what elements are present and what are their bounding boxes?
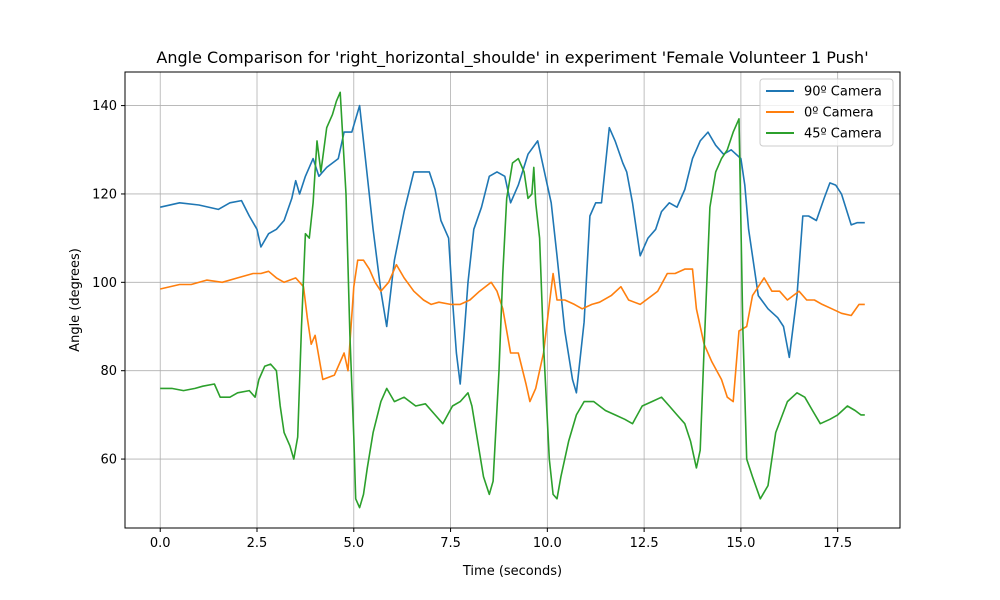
plot-frame (124, 71, 901, 529)
y-tick-label: 80 (100, 364, 117, 379)
y-axis-label: Angle (degrees) (68, 248, 83, 352)
x-tick-label: 7.5 (440, 536, 461, 551)
legend-label-2: 45º Camera (804, 127, 882, 142)
x-tick-label: 2.5 (247, 536, 268, 551)
legend-label-0: 90º Camera (804, 85, 882, 100)
series-line-1 (160, 259, 865, 403)
x-tick-label: 15.0 (726, 536, 755, 551)
y-tick-label: 100 (92, 276, 117, 291)
legend: 90º Camera 0º Camera 45º Camera (759, 78, 894, 147)
series-line-0 (160, 104, 865, 394)
series-line-2 (160, 91, 865, 509)
x-tick-label: 12.5 (630, 536, 659, 551)
x-tick-label: 5.0 (343, 536, 364, 551)
chart-title: Angle Comparison for 'right_horizontal_s… (156, 48, 868, 68)
grid (125, 72, 900, 528)
x-tick-label: 10.0 (533, 536, 562, 551)
series-layer (160, 91, 865, 509)
x-axis-label: Time (seconds) (462, 564, 562, 579)
y-tick-label: 140 (92, 99, 117, 114)
y-tick-label: 120 (92, 187, 117, 202)
x-tick-label: 17.5 (823, 536, 852, 551)
legend-label-1: 0º Camera (804, 106, 874, 121)
y-tick-label: 60 (100, 453, 117, 468)
ticks: 0.0 2.5 5.0 7.5 10.0 12.5 15.0 17.5 60 80 100 120 14… (92, 99, 852, 551)
legend-box (759, 78, 894, 147)
x-tick-label: 0.0 (150, 536, 171, 551)
